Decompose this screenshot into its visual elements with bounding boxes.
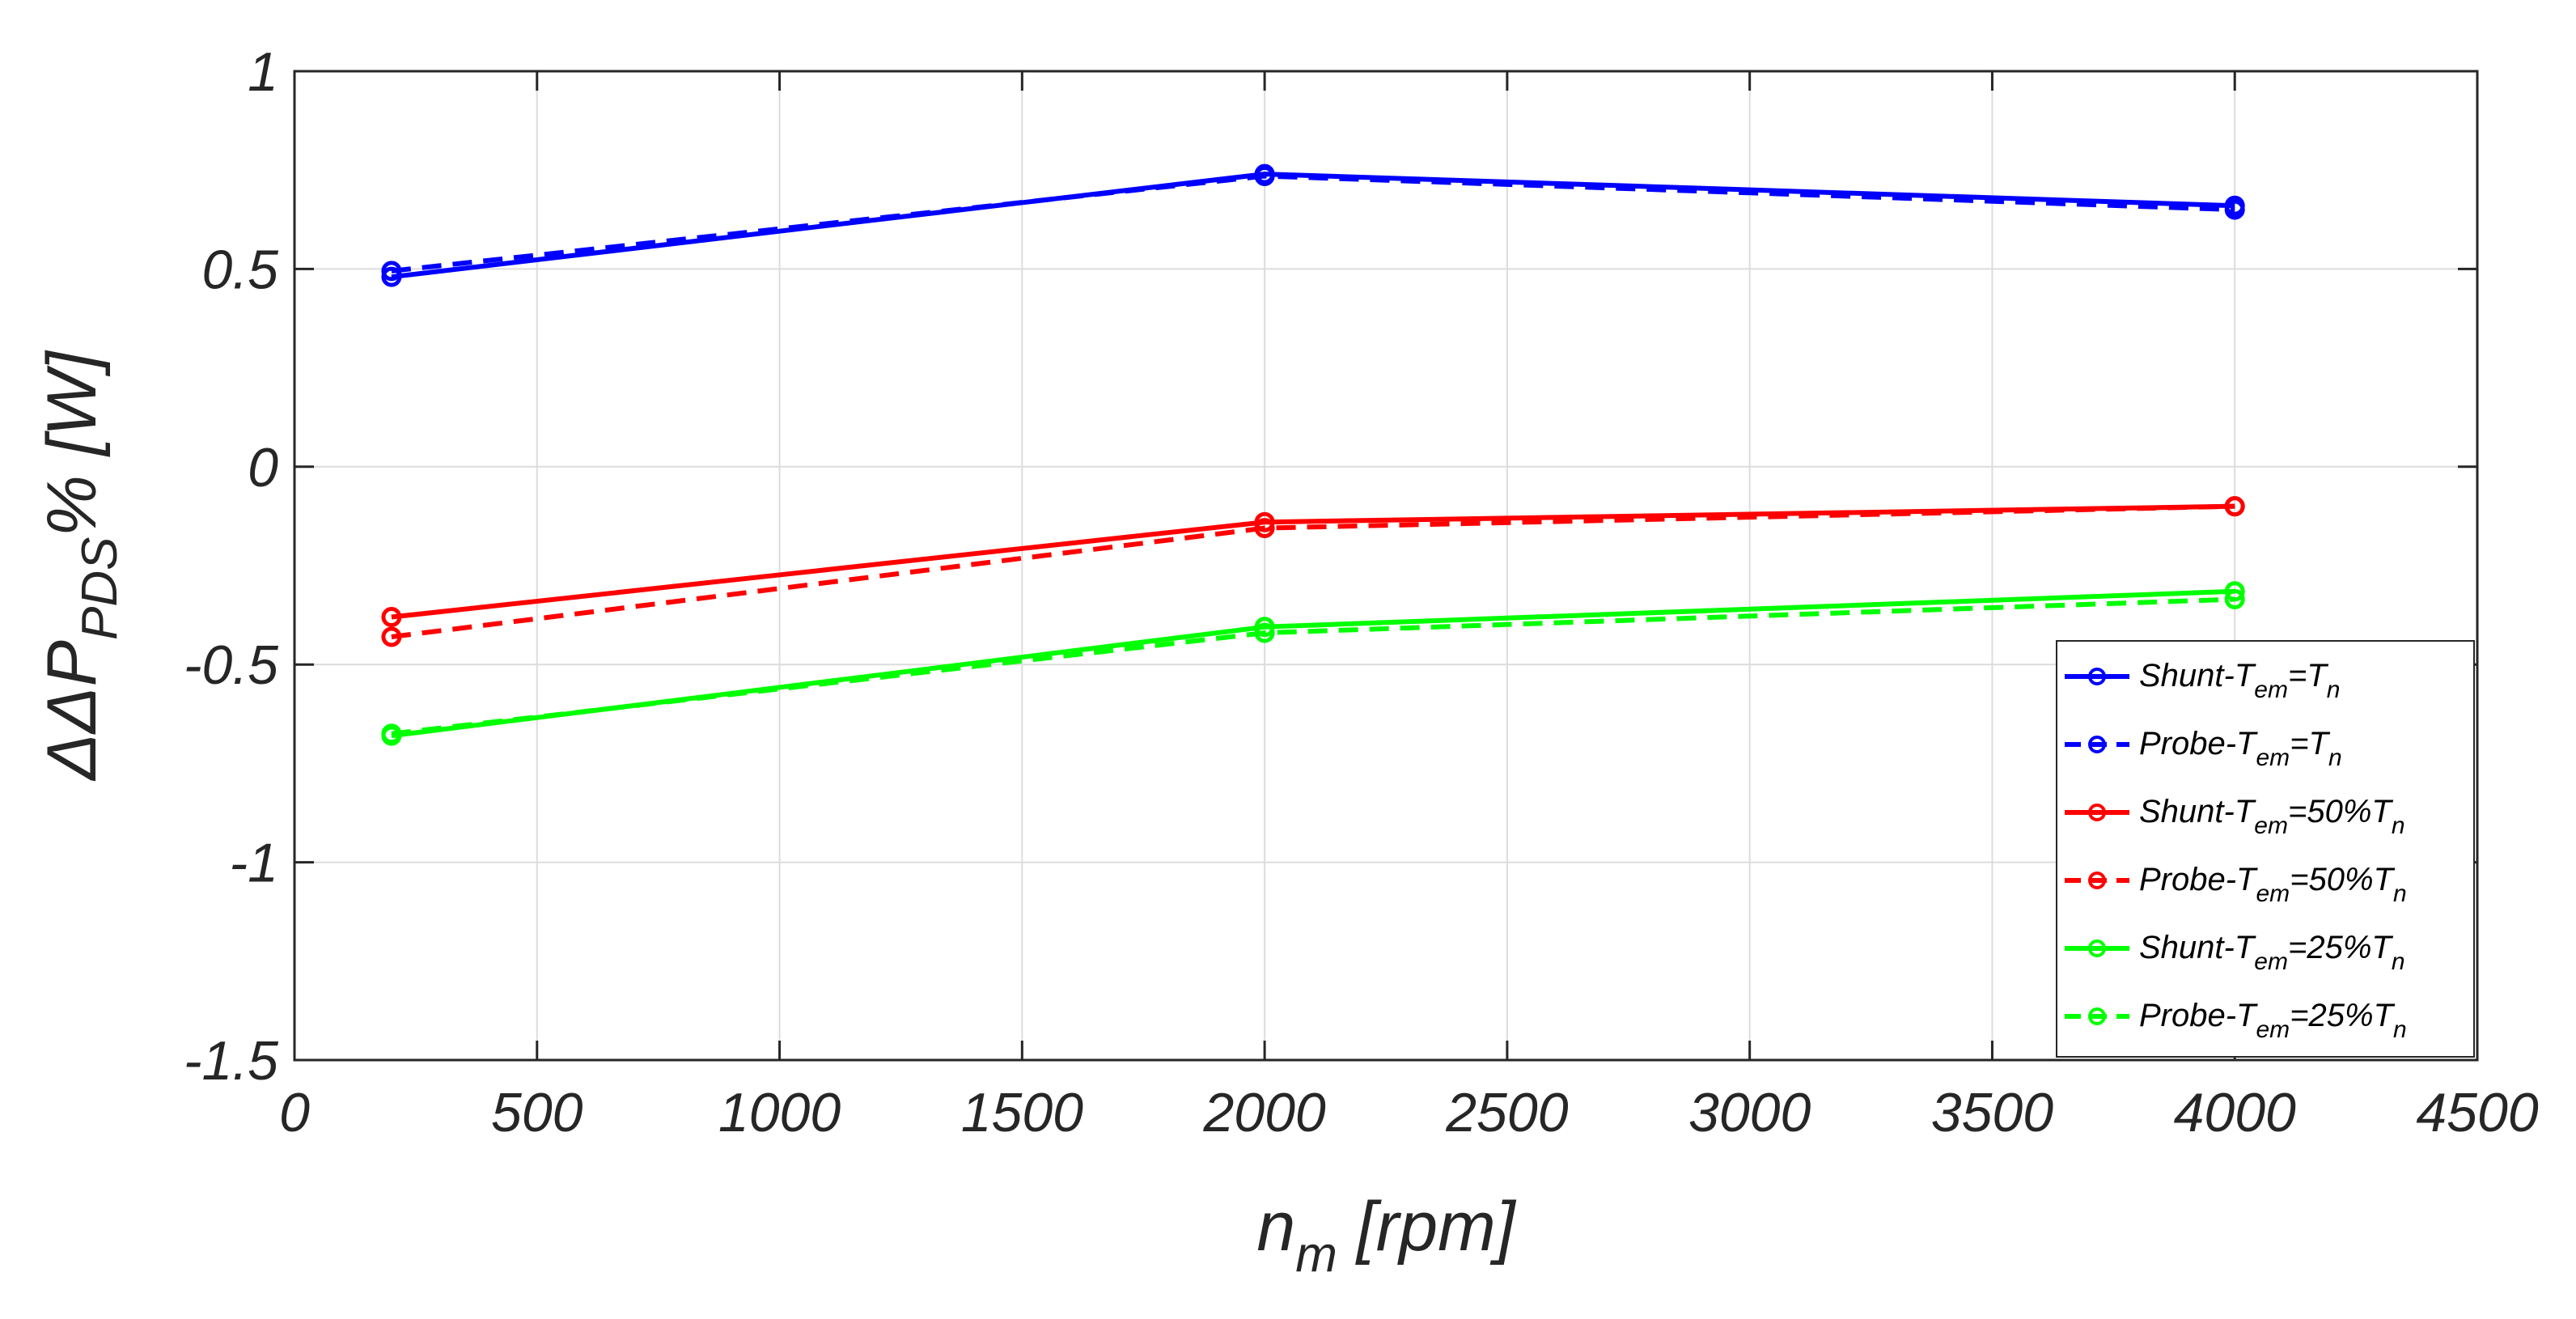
plot-frame	[293, 70, 2479, 1062]
legend-swatch-marker	[2088, 736, 2106, 753]
series-1	[381, 166, 2245, 282]
legend-label: Probe-Tem=Tn	[2139, 726, 2342, 771]
legend-entry: Shunt-Tem=25%Tn	[2065, 930, 2405, 975]
series-5	[381, 589, 2245, 744]
legend: Shunt-Tem=TnProbe-Tem=TnShunt-Tem=50%TnP…	[2056, 640, 2475, 1058]
legend-label-subscript: em	[2254, 812, 2288, 839]
legend-label-part: =T	[2288, 658, 2328, 693]
legend-label-subscript: em	[2256, 880, 2290, 907]
x-tick-label: 500	[491, 1082, 583, 1143]
legend-label-part: =25%T	[2288, 930, 2393, 965]
legend-label-part: Probe-T	[2139, 998, 2258, 1033]
legend-entry: Shunt-Tem=Tn	[2065, 658, 2340, 703]
x-tick-label: 4000	[2174, 1082, 2296, 1143]
data-series	[381, 163, 2245, 746]
legend-label: Probe-Tem=50%Tn	[2139, 862, 2407, 907]
legend-label: Shunt-Tem=Tn	[2139, 658, 2340, 703]
legend-label-subscript: n	[2328, 744, 2342, 771]
y-tick-label: -1	[230, 833, 278, 894]
data-point	[2224, 589, 2245, 610]
legend-entry: Probe-Tem=Tn	[2065, 726, 2342, 771]
legend-label-subscript: n	[2393, 1016, 2407, 1043]
y-tick-label: 0	[248, 437, 278, 498]
legend-swatch-marker	[2088, 804, 2106, 821]
data-point	[381, 261, 402, 282]
legend-label-part: =T	[2290, 726, 2330, 761]
legend-label-subscript: em	[2254, 676, 2288, 703]
x-tick-label: 3500	[1931, 1082, 2053, 1143]
x-tick-label: 1500	[961, 1082, 1083, 1143]
y-tick-label: -1.5	[184, 1030, 278, 1092]
x-tick-label: 2500	[1445, 1082, 1568, 1143]
legend-swatch-marker	[2088, 872, 2106, 889]
x-tick-label: 0	[279, 1082, 310, 1143]
x-tick-label: 1000	[718, 1082, 841, 1143]
legend-entry: Probe-Tem=25%Tn	[2065, 998, 2407, 1043]
legend-label-subscript: em	[2254, 948, 2288, 975]
data-point	[1254, 518, 1275, 539]
legend-label-subscript: n	[2393, 880, 2407, 907]
legend-label-subscript: n	[2327, 676, 2341, 703]
series-line	[391, 173, 2235, 274]
legend-entry: Probe-Tem=50%Tn	[2065, 862, 2407, 907]
data-point	[2224, 496, 2245, 517]
data-point	[1254, 622, 1275, 643]
legend-label: Shunt-Tem=25%Tn	[2139, 930, 2405, 975]
y-tick-label: -0.5	[184, 634, 278, 696]
legend-label-part: Shunt-T	[2139, 658, 2256, 693]
legend-label-part: Probe-T	[2139, 862, 2258, 897]
x-tick-label: 3000	[1688, 1082, 1811, 1143]
legend-label: Shunt-Tem=50%Tn	[2139, 794, 2405, 839]
data-point	[1254, 166, 1275, 187]
x-axis-title: nm [rpm]	[1256, 1188, 1516, 1283]
legend-swatch-marker	[2088, 939, 2106, 957]
legend-label-subscript: n	[2392, 812, 2405, 839]
data-point	[381, 626, 402, 647]
legend-label: Probe-Tem=25%Tn	[2139, 998, 2407, 1043]
x-tick-label: 4500	[2416, 1082, 2538, 1143]
series-line	[391, 596, 2235, 736]
legend-label-part: Probe-T	[2139, 726, 2258, 761]
legend-label-part: =25%T	[2290, 998, 2395, 1033]
legend-box	[2056, 640, 2475, 1058]
data-point	[381, 723, 402, 744]
legend-label-part: Shunt-T	[2139, 930, 2256, 965]
legend-label-subscript: em	[2256, 1016, 2290, 1043]
y-axis-title: ΔΔPPDS% [W]	[33, 350, 128, 782]
legend-label-subscript: em	[2256, 744, 2290, 771]
legend-label-part: =50%T	[2290, 862, 2395, 897]
legend-entry: Shunt-Tem=50%Tn	[2065, 794, 2405, 839]
series-3	[381, 496, 2245, 647]
legend-label-part: =50%T	[2288, 794, 2393, 829]
data-point	[381, 607, 402, 628]
legend-swatch-marker	[2088, 668, 2106, 685]
x-tick-label: 2000	[1202, 1082, 1325, 1143]
y-tick-label: 1	[248, 41, 278, 103]
axis-ticks: 0 500 1000 1500 2000 2500 3000 3500 4000 4500 1 0.5…	[184, 41, 2539, 1143]
legend-swatch-marker	[2088, 1007, 2106, 1025]
y-tick-label: 0.5	[201, 239, 278, 300]
legend-label-subscript: n	[2392, 948, 2405, 975]
legend-label-part: Shunt-T	[2139, 794, 2256, 829]
data-point	[2224, 199, 2245, 220]
series-line	[391, 503, 2235, 620]
series-line	[391, 503, 2235, 639]
